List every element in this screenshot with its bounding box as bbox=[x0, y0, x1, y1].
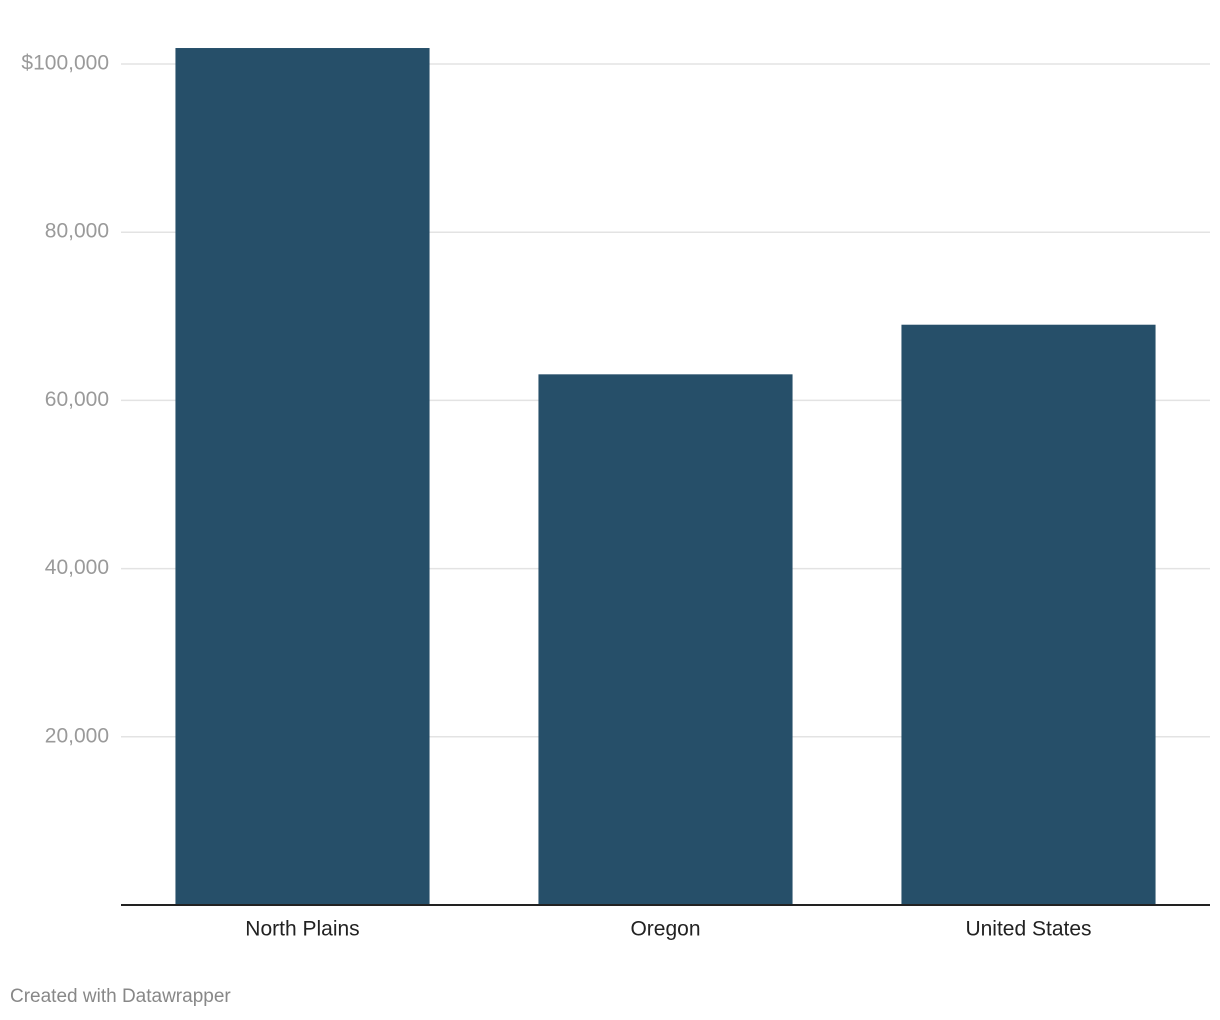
credit: Created with Datawrapper bbox=[10, 986, 231, 1007]
x-tick-label: North Plains bbox=[245, 918, 359, 941]
bar bbox=[175, 48, 430, 906]
y-tick-label: 80,000 bbox=[45, 220, 109, 243]
bar bbox=[538, 374, 793, 906]
y-tick-label: $100,000 bbox=[21, 52, 109, 75]
x-tick-label: Oregon bbox=[630, 918, 700, 941]
y-tick-label: 40,000 bbox=[45, 556, 109, 579]
y-tick-label: 60,000 bbox=[45, 388, 109, 411]
y-tick-label: 20,000 bbox=[45, 724, 109, 747]
x-tick-label: United States bbox=[965, 918, 1091, 941]
bar bbox=[901, 324, 1156, 906]
